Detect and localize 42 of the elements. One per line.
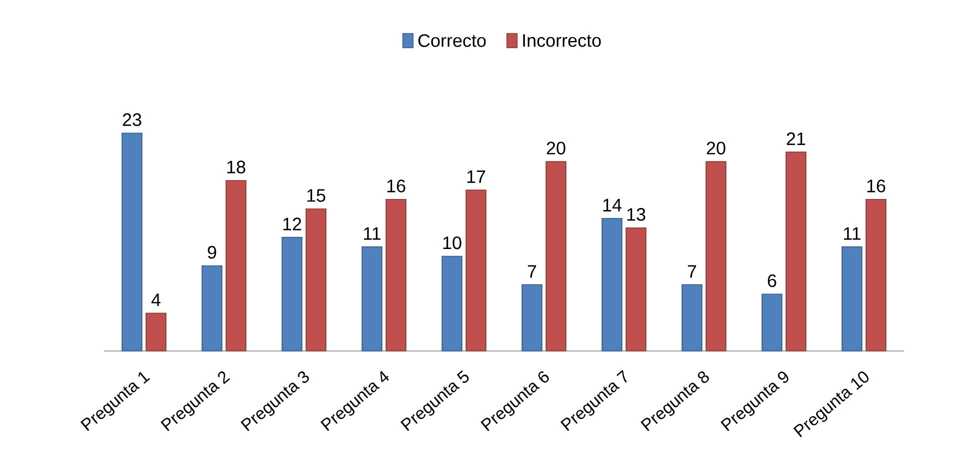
bar: [386, 199, 406, 352]
data-label: 11: [844, 227, 860, 240]
data-label: 12: [283, 218, 302, 230]
bar: [282, 236, 302, 352]
data-label: 23: [122, 113, 142, 126]
bar: [626, 227, 646, 352]
data-label: 13: [627, 208, 646, 221]
data-label: 4: [151, 294, 160, 306]
legend-label: Correcto: [418, 34, 486, 47]
bar: [226, 180, 246, 352]
bar: [202, 265, 222, 352]
data-label: 7: [528, 265, 536, 278]
bar: [122, 132, 142, 352]
legend-label: Incorrecto: [523, 34, 601, 47]
bar: [146, 312, 166, 352]
data-label: 14: [603, 198, 622, 212]
bar: [522, 284, 542, 352]
bar: [682, 284, 702, 352]
bar: [362, 246, 382, 352]
data-label: 16: [867, 180, 886, 192]
data-label: 16: [387, 180, 406, 192]
data-label: 6: [768, 274, 776, 288]
data-label: 10: [443, 236, 462, 250]
bar: [602, 218, 622, 352]
bar: [546, 161, 566, 352]
data-label: 17: [467, 170, 486, 183]
data-label: 18: [227, 160, 246, 174]
bar: [762, 294, 782, 352]
bar: [442, 256, 462, 352]
data-label: 9: [208, 246, 216, 259]
bar: [306, 208, 326, 352]
bar: [786, 152, 806, 352]
data-label: 21: [786, 132, 806, 146]
data-label: 11: [364, 227, 380, 240]
bar: [866, 199, 886, 352]
data-label: 20: [546, 142, 566, 154]
data-label: 20: [706, 142, 726, 154]
bar: [842, 246, 862, 352]
data-label: 15: [307, 189, 326, 202]
bar: [706, 161, 726, 352]
bar: [466, 190, 486, 352]
data-label: 7: [688, 265, 696, 278]
